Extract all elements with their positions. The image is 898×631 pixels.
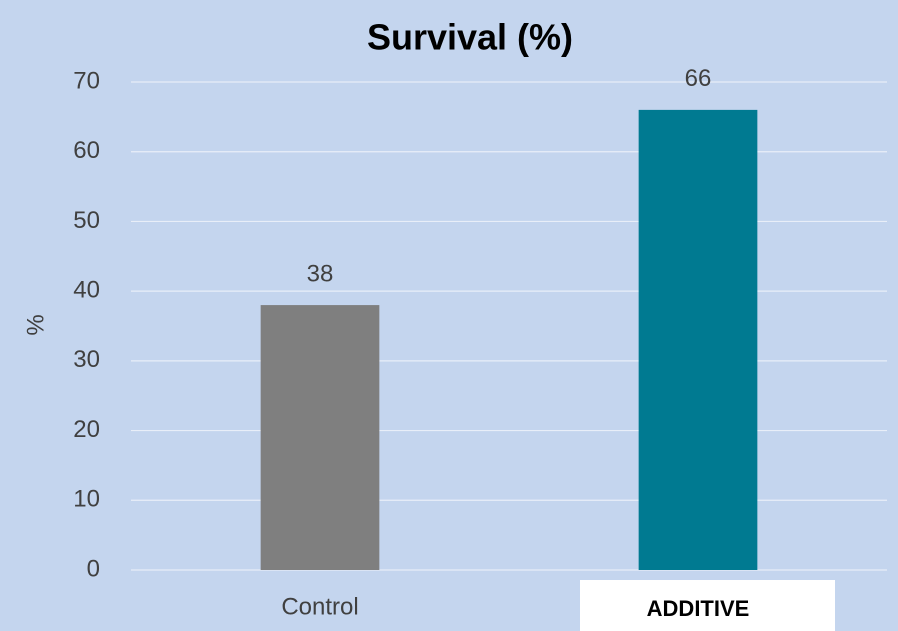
y-tick-label: 30 — [73, 346, 100, 373]
y-tick-label: 40 — [73, 276, 100, 303]
y-tick-label: 60 — [73, 137, 100, 164]
y-tick-label: 70 — [73, 67, 100, 94]
bar — [260, 305, 380, 570]
y-tick-label: 10 — [73, 486, 100, 513]
x-tick-label: Control — [281, 593, 358, 620]
data-label: 38 — [307, 260, 334, 287]
y-tick-label: 20 — [73, 416, 100, 443]
category-highlight-box — [580, 580, 835, 631]
data-label: 66 — [685, 65, 712, 92]
y-tick-label: 0 — [87, 555, 100, 582]
x-tick-label: ADDITIVE — [647, 596, 750, 621]
bar — [638, 109, 758, 570]
y-tick-label: 50 — [73, 207, 100, 234]
chart-title: Survival (%) — [367, 17, 573, 58]
y-axis-label: % — [22, 314, 49, 335]
